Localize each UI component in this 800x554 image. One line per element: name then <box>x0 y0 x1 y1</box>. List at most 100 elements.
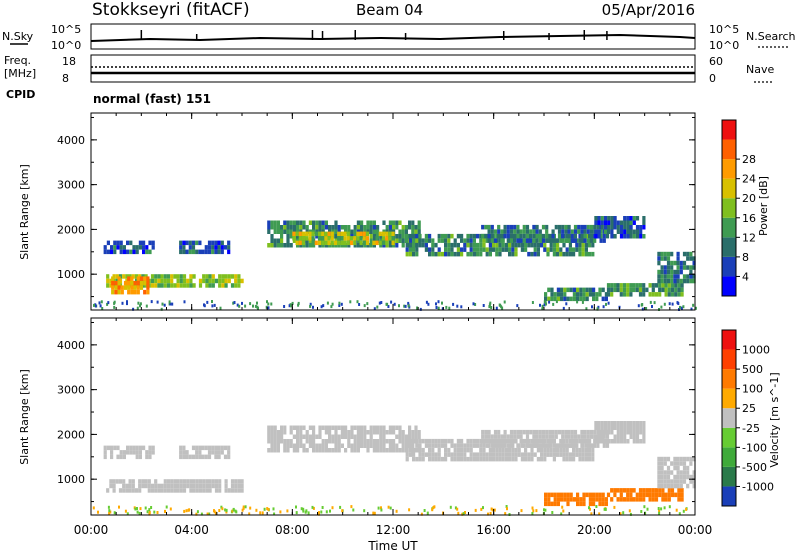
velocity-cell <box>601 497 605 502</box>
velocity-cell <box>385 448 389 453</box>
velocity-cell <box>382 439 386 444</box>
power-cell <box>642 225 646 230</box>
power-cell <box>349 236 354 241</box>
velocity-cell <box>682 465 687 471</box>
velocity-cell <box>138 488 142 493</box>
velocity-cell <box>186 483 190 489</box>
velocity-cell <box>109 479 113 484</box>
power-cell <box>296 220 300 225</box>
power-cell <box>217 240 221 246</box>
power-cell <box>146 289 150 295</box>
velocity-cell <box>360 434 364 439</box>
power-cell <box>372 243 376 248</box>
velocity-cell <box>604 501 608 507</box>
power-colorbar-segment <box>722 159 736 179</box>
velocity-cell <box>541 438 546 444</box>
velocity-scatter-point <box>363 509 366 513</box>
power-scatter-point <box>378 301 381 305</box>
power-cell <box>572 251 576 257</box>
velocity-cell <box>195 445 199 451</box>
power-cell <box>148 240 152 246</box>
power-cell <box>582 296 586 302</box>
velocity-cell <box>428 443 432 448</box>
power-cell <box>340 243 344 248</box>
station-title: Stokkseyri (fitACF) <box>92 0 250 20</box>
velocity-scatter-point <box>148 508 151 512</box>
power-cell <box>460 238 464 243</box>
velocity-cell <box>570 438 574 444</box>
power-cell <box>139 285 144 290</box>
power-scatter-point <box>441 301 443 305</box>
power-cell <box>125 274 129 279</box>
velocity-cell <box>673 483 677 489</box>
power-cell <box>289 229 293 234</box>
velocity-cell <box>506 443 510 448</box>
velocity-cell <box>566 497 570 502</box>
power-cell <box>298 236 302 241</box>
power-cell <box>103 245 107 250</box>
velocity-cell <box>635 430 640 435</box>
power-cell <box>160 283 164 288</box>
power-cell <box>492 247 496 252</box>
velocity-cell <box>676 483 680 489</box>
power-cell <box>308 236 312 241</box>
power-cell <box>286 234 290 239</box>
power-scatter-point <box>136 306 139 310</box>
velocity-cell <box>663 474 667 480</box>
power-scatter-point <box>495 306 498 310</box>
velocity-cell <box>546 447 550 453</box>
power-cell <box>580 224 584 230</box>
velocity-cell <box>551 438 555 444</box>
velocity-cell <box>431 456 435 462</box>
power-cell <box>674 292 678 297</box>
velocity-cell <box>642 497 646 502</box>
velocity-cell <box>584 452 588 457</box>
power-cell <box>520 242 524 248</box>
power-cell <box>663 274 667 279</box>
power-cell <box>444 247 448 252</box>
velocity-cell <box>189 488 193 493</box>
power-cell <box>603 220 608 225</box>
power-cell <box>509 229 514 234</box>
velocity-scatter-point <box>165 505 168 509</box>
power-cell <box>337 231 341 237</box>
velocity-cell <box>657 483 661 489</box>
power-cell <box>120 289 124 295</box>
power-cell <box>517 242 521 248</box>
power-cell <box>556 242 560 248</box>
velocity-cell <box>519 438 523 444</box>
velocity-scatter-point <box>321 506 324 509</box>
x-tick-label: 08:00 <box>275 523 310 537</box>
power-cell <box>214 278 219 284</box>
power-cell <box>392 243 396 248</box>
power-cell <box>666 269 671 275</box>
power-cell <box>504 242 508 248</box>
velocity-cell <box>479 443 483 448</box>
power-scatter-point <box>545 302 547 306</box>
power-cell <box>456 251 460 257</box>
power-cell <box>395 220 399 225</box>
velocity-cell <box>540 438 544 444</box>
velocity-cell <box>578 452 582 457</box>
velocity-cell <box>635 497 639 502</box>
power-cell <box>673 269 677 275</box>
velocity-cell <box>593 443 597 448</box>
power-cell <box>532 229 536 234</box>
power-cell <box>163 274 167 279</box>
power-cell <box>552 251 556 257</box>
velocity-cell <box>575 447 579 453</box>
power-cell <box>501 242 505 248</box>
power-cell <box>533 242 537 248</box>
power-scatter-point <box>562 306 565 310</box>
velocity-cell <box>444 438 448 444</box>
velocity-cell <box>476 443 480 448</box>
velocity-cell <box>189 483 193 489</box>
velocity-scatter-point <box>658 509 661 513</box>
velocity-cell <box>324 439 328 444</box>
power-cell <box>686 265 690 270</box>
velocity-cell <box>490 443 494 448</box>
velocity-scatter-point <box>598 512 601 516</box>
power-scatter-point <box>641 307 644 311</box>
power-cell <box>163 283 167 288</box>
power-cell <box>488 242 492 248</box>
